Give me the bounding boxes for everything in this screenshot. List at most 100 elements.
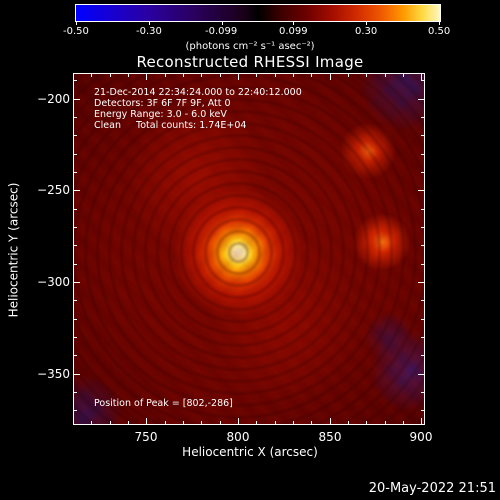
peak-position: Position of Peak = [802,-286] <box>94 398 233 409</box>
x-minor-tick <box>348 421 349 425</box>
x-tick-label: 850 <box>318 430 342 444</box>
y-minor-tick <box>73 410 77 411</box>
x-minor-tick <box>220 73 221 77</box>
x-axis-title: Heliocentric X (arcsec) <box>182 445 318 459</box>
colorbar-unit-label: (photons cm⁻² s⁻¹ asec⁻²) <box>185 41 315 52</box>
x-minor-tick <box>91 73 92 77</box>
x-tick <box>146 73 147 80</box>
y-minor-tick <box>421 209 425 210</box>
x-minor-tick <box>348 73 349 77</box>
y-minor-tick <box>73 154 77 155</box>
y-tick <box>418 282 425 283</box>
colorbar-tick-label: 0.099 <box>279 26 308 37</box>
y-minor-tick <box>73 264 77 265</box>
y-minor-tick <box>73 245 77 246</box>
y-minor-tick <box>421 337 425 338</box>
plot-title: Reconstructed RHESSI Image <box>136 53 364 71</box>
x-minor-tick <box>110 421 111 425</box>
colorbar-tick <box>366 21 367 25</box>
y-minor-tick <box>73 355 77 356</box>
x-minor-tick <box>256 421 257 425</box>
clean-artifact-texture <box>74 74 424 424</box>
colorbar-tick-label: -0.50 <box>63 26 89 37</box>
y-minor-tick <box>73 392 77 393</box>
y-minor-tick <box>421 80 425 81</box>
x-minor-tick <box>403 73 404 77</box>
info-clean-counts: Clean Total counts: 1.74E+04 <box>94 120 247 131</box>
x-minor-tick <box>311 421 312 425</box>
x-tick-label: 750 <box>134 430 158 444</box>
y-minor-tick <box>421 245 425 246</box>
y-minor-tick <box>73 117 77 118</box>
x-minor-tick <box>293 421 294 425</box>
x-minor-tick <box>385 421 386 425</box>
x-minor-tick <box>201 73 202 77</box>
x-minor-tick <box>91 421 92 425</box>
x-minor-tick <box>128 73 129 77</box>
y-minor-tick <box>421 135 425 136</box>
x-minor-tick <box>110 73 111 77</box>
flux-map <box>74 74 424 424</box>
colorbar-tick-label: 0.30 <box>355 26 378 37</box>
y-minor-tick <box>421 392 425 393</box>
x-minor-tick <box>220 421 221 425</box>
y-minor-tick <box>73 300 77 301</box>
x-minor-tick <box>165 421 166 425</box>
y-tick-label: −300 <box>37 275 70 289</box>
x-tick <box>146 418 147 425</box>
x-tick-label: 800 <box>226 430 250 444</box>
y-minor-tick <box>421 154 425 155</box>
info-time-range: 21-Dec-2014 22:34:24.000 to 22:40:12.000 <box>94 87 302 98</box>
x-minor-tick <box>256 73 257 77</box>
colorbar-tick-label: -0.30 <box>136 26 162 37</box>
x-tick <box>421 73 422 80</box>
y-tick <box>73 99 80 100</box>
y-tick-label: −350 <box>37 367 70 381</box>
x-tick <box>238 418 239 425</box>
x-minor-tick <box>403 421 404 425</box>
x-minor-tick <box>183 73 184 77</box>
x-tick <box>330 418 331 425</box>
y-tick <box>73 190 80 191</box>
y-tick-label: −250 <box>37 183 70 197</box>
colorbar-tick <box>76 21 77 25</box>
x-minor-tick <box>165 73 166 77</box>
colorbar-tick <box>293 21 294 25</box>
y-minor-tick <box>421 227 425 228</box>
x-minor-tick <box>201 421 202 425</box>
y-minor-tick <box>73 172 77 173</box>
x-tick-label: 900 <box>409 430 433 444</box>
x-minor-tick <box>366 421 367 425</box>
x-tick <box>330 73 331 80</box>
colorbar-tick <box>222 21 223 25</box>
timestamp: 20-May-2022 21:51 <box>368 481 496 496</box>
colorbar-tick <box>149 21 150 25</box>
y-tick <box>73 374 80 375</box>
colorbar-tick-label: 0.50 <box>428 26 451 37</box>
y-axis-title: Heliocentric Y (arcsec) <box>6 182 21 318</box>
colorbar-tick <box>439 21 440 25</box>
y-minor-tick <box>73 227 77 228</box>
x-minor-tick <box>128 421 129 425</box>
x-minor-tick <box>293 73 294 77</box>
colorbar-tick-label: -0.099 <box>205 26 238 37</box>
x-tick <box>238 73 239 80</box>
y-tick <box>73 282 80 283</box>
x-minor-tick <box>366 73 367 77</box>
y-minor-tick <box>73 80 77 81</box>
y-minor-tick <box>421 264 425 265</box>
colorbar <box>75 4 441 22</box>
x-minor-tick <box>275 421 276 425</box>
x-minor-tick <box>183 421 184 425</box>
y-minor-tick <box>421 355 425 356</box>
y-tick <box>418 190 425 191</box>
y-minor-tick <box>421 300 425 301</box>
y-tick <box>418 374 425 375</box>
y-minor-tick <box>73 319 77 320</box>
info-energy-range: Energy Range: 3.0 - 6.0 keV <box>94 109 227 120</box>
y-minor-tick <box>73 209 77 210</box>
x-tick <box>421 418 422 425</box>
y-minor-tick <box>73 135 77 136</box>
y-minor-tick <box>421 172 425 173</box>
y-minor-tick <box>421 410 425 411</box>
